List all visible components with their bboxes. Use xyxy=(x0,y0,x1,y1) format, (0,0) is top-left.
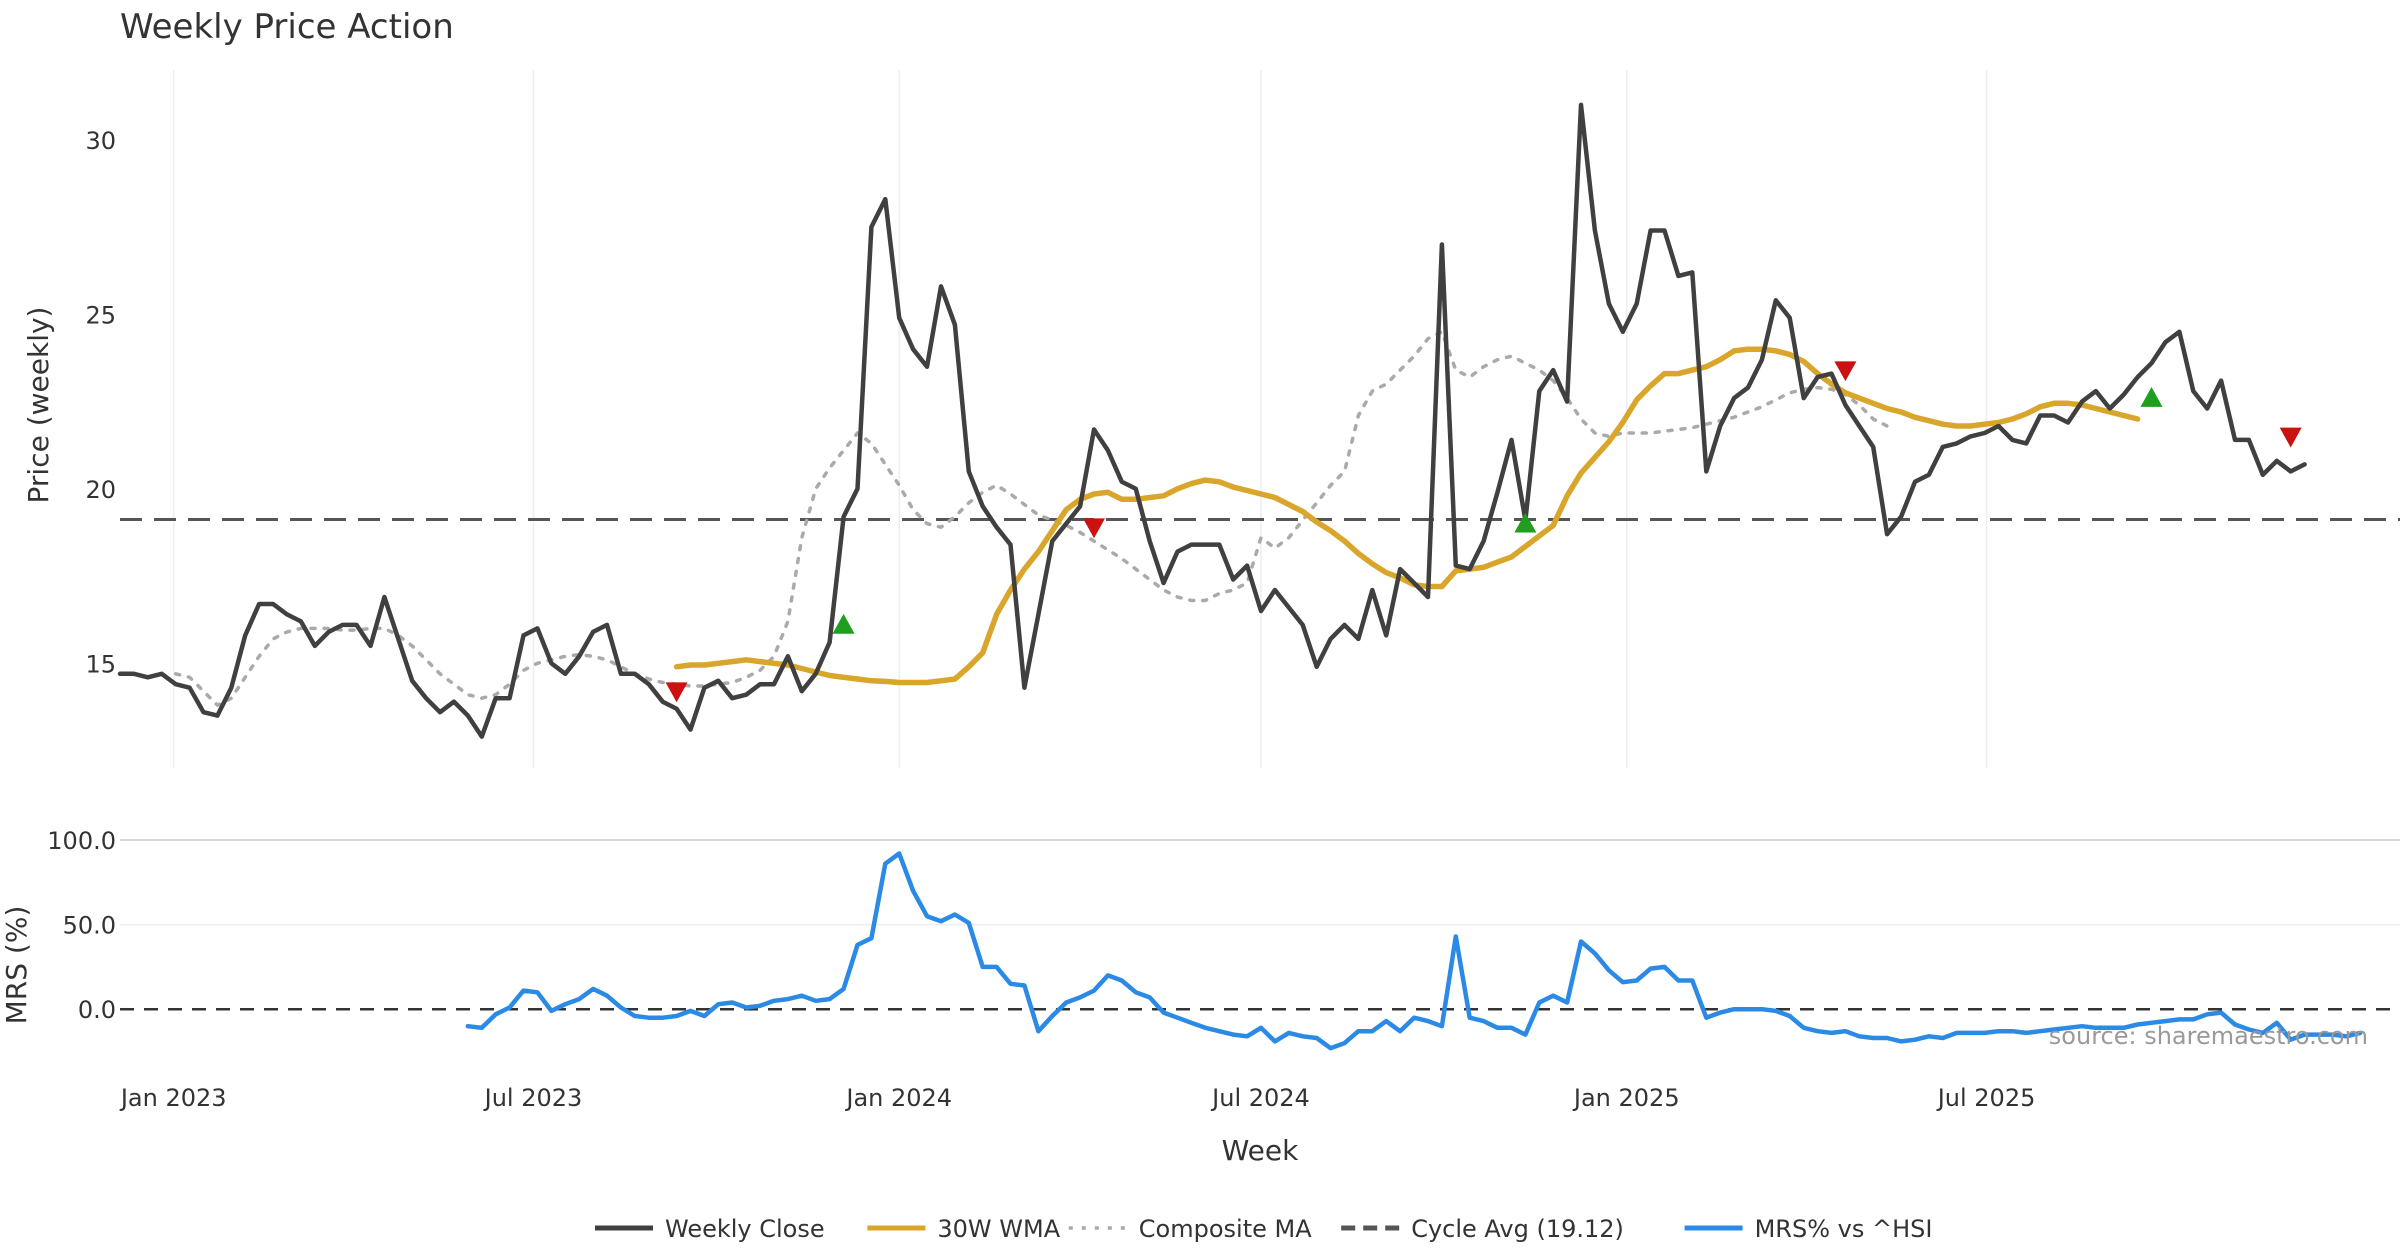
legend: Weekly Close 30W WMA Composite MA Cycle Avg… xyxy=(595,1215,1932,1243)
price-y-tick-label: 25 xyxy=(85,301,116,329)
sell-signal-marker xyxy=(665,682,688,703)
x-tick-label: Jul 2025 xyxy=(1936,1084,2036,1112)
legend-label: Weekly Close xyxy=(665,1215,825,1243)
legend-label: Composite MA xyxy=(1139,1215,1312,1243)
legend-item: 30W WMA xyxy=(867,1215,1061,1243)
buy-signal-marker xyxy=(2140,387,2163,407)
x-tick-label: Jan 2025 xyxy=(1572,1084,1680,1112)
signal-markers xyxy=(665,361,2302,703)
source-watermark: source: sharemaestro.com xyxy=(2049,1022,2368,1050)
price-y-tick-label: 30 xyxy=(85,127,116,155)
legend-item: Cycle Avg (19.12) xyxy=(1341,1215,1624,1243)
x-axis-ticks: Jan 2023 Jul 2023 Jan 2024 Jul 2024 Jan 2025… xyxy=(119,1084,2036,1112)
x-tick-label: Jul 2024 xyxy=(1210,1084,1310,1112)
legend-label: 30W WMA xyxy=(937,1215,1060,1243)
mrs-y-axis-label: MRS (%) xyxy=(0,906,33,1025)
mrs-panel: 100.0 50.0 0.0 xyxy=(47,827,2400,1051)
price-grid xyxy=(172,70,1988,768)
legend-label: MRS% vs ^HSI xyxy=(1755,1215,1933,1243)
mrs-grid xyxy=(120,839,2400,926)
price-y-tick-label: 20 xyxy=(85,476,116,504)
mrs-y-tick-label: 50.0 xyxy=(63,912,116,940)
mrs-y-tick-label: 100.0 xyxy=(47,827,116,855)
x-tick-label: Jan 2023 xyxy=(119,1084,227,1112)
mrs-y-ticks: 100.0 50.0 0.0 xyxy=(47,827,116,1024)
price-series xyxy=(117,102,2307,739)
sell-signal-marker xyxy=(2279,427,2302,448)
price-panel: 15 20 25 30 xyxy=(85,70,2400,768)
buy-signal-marker xyxy=(1514,512,1537,533)
buy-signal-marker xyxy=(832,613,855,634)
x-tick-label: Jul 2023 xyxy=(483,1084,583,1112)
30w-wma-line xyxy=(673,346,2141,686)
chart-title: Weekly Price Action xyxy=(120,7,454,47)
sell-signal-marker xyxy=(1834,361,1857,382)
composite-ma-line xyxy=(173,330,1889,707)
sell-signal-marker xyxy=(1083,518,1106,539)
mrs-y-tick-label: 0.0 xyxy=(78,996,116,1024)
price-y-tick-label: 15 xyxy=(85,650,116,678)
mrs-series xyxy=(465,851,2363,1051)
price-y-axis-label: Price (weekly) xyxy=(22,307,55,504)
price-y-ticks: 15 20 25 30 xyxy=(85,127,116,678)
legend-item: Weekly Close xyxy=(595,1215,825,1243)
weekly-close-line xyxy=(117,102,2307,739)
x-axis-label: Week xyxy=(1222,1134,1299,1167)
legend-label: Cycle Avg (19.12) xyxy=(1411,1215,1624,1243)
legend-item: MRS% vs ^HSI xyxy=(1684,1215,1933,1243)
x-tick-label: Jan 2024 xyxy=(844,1084,952,1112)
legend-item: Composite MA xyxy=(1068,1215,1312,1243)
mrs-line xyxy=(465,851,2363,1051)
